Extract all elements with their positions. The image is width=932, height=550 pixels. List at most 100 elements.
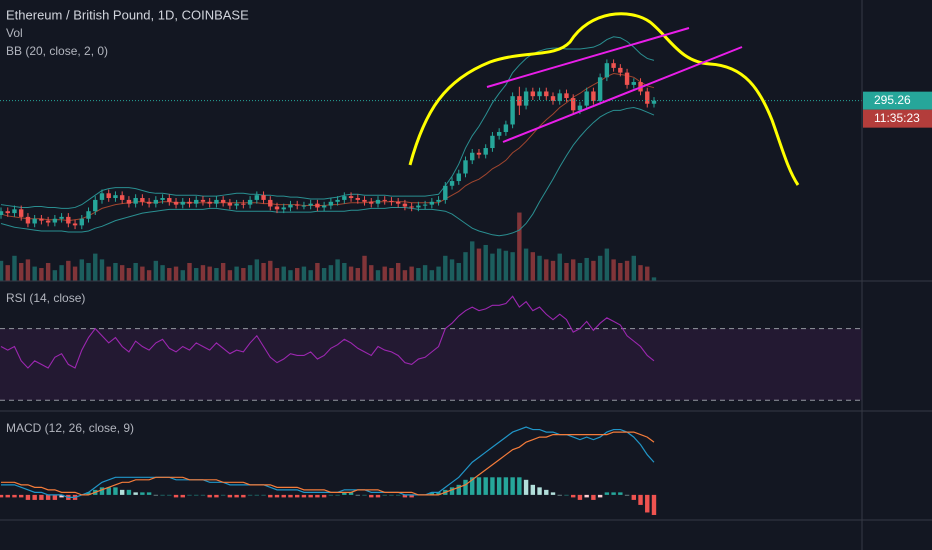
- volume-bar: [382, 266, 387, 281]
- volume-bar: [288, 270, 293, 281]
- macd-histogram-bar: [369, 494, 374, 498]
- volume-bar: [241, 268, 246, 281]
- candle-body: [597, 77, 603, 101]
- candle-body: [496, 132, 502, 136]
- candle-body: [328, 201, 334, 206]
- volume-bar: [200, 265, 206, 281]
- macd-histogram-bar: [247, 494, 253, 496]
- volume-bar: [517, 212, 522, 281]
- volume-bar: [321, 268, 327, 281]
- candle-body: [126, 199, 132, 204]
- macd-histogram-bar: [597, 494, 603, 498]
- volume-bar: [227, 270, 233, 281]
- macd-histogram-bar: [200, 494, 206, 496]
- macd-histogram-bar: [321, 494, 327, 498]
- candle-body: [470, 152, 475, 161]
- volume-legend: Vol: [6, 26, 23, 40]
- candle-body: [19, 209, 24, 217]
- volume-bar: [436, 266, 441, 281]
- channel-upper: [486, 27, 690, 88]
- volume-bar: [564, 262, 569, 281]
- candle-body: [443, 185, 448, 200]
- macd-histogram-bar: [544, 489, 549, 495]
- macd-histogram-bar: [463, 479, 468, 495]
- volume-bar: [5, 265, 10, 281]
- candle-body: [119, 195, 125, 200]
- candle-body: [220, 199, 226, 203]
- candle-body: [247, 199, 253, 205]
- volume-bar: [523, 248, 529, 281]
- volume-bar: [510, 252, 515, 281]
- volume-bar: [301, 266, 307, 281]
- candle-body: [537, 91, 542, 97]
- macd-histogram-bar: [281, 494, 286, 498]
- macd-histogram-bar: [99, 487, 105, 495]
- candle-body: [483, 148, 488, 155]
- volume-bar: [52, 270, 58, 281]
- macd-histogram-bar: [119, 489, 125, 495]
- macd-histogram-bar: [638, 494, 643, 505]
- candle-body: [133, 198, 138, 204]
- macd-histogram-bar: [140, 492, 145, 495]
- volume-bar: [375, 270, 381, 281]
- volume-bar: [342, 262, 347, 281]
- volume-bar: [173, 266, 179, 281]
- candle-body: [227, 202, 233, 206]
- macd-histogram-bar: [402, 494, 408, 498]
- candle-body: [274, 206, 280, 210]
- volume-bar: [72, 266, 78, 281]
- macd-histogram-bar: [550, 492, 556, 495]
- candle-body: [342, 196, 347, 200]
- volume-bar: [537, 255, 542, 281]
- macd-histogram-bar: [254, 494, 260, 496]
- volume-bar: [604, 248, 610, 281]
- candle-body: [624, 72, 630, 85]
- macd-histogram-bar: [59, 494, 64, 498]
- volume-bar: [389, 268, 394, 281]
- macd-histogram-bar: [409, 494, 414, 498]
- macd-histogram-bar: [436, 492, 441, 495]
- macd-histogram-bar: [19, 494, 24, 498]
- candle-body: [268, 199, 273, 207]
- candle-body: [564, 93, 569, 99]
- volume-bar: [550, 260, 556, 281]
- volume-bar: [234, 266, 239, 281]
- macd-histogram-bar: [375, 494, 381, 498]
- macd-histogram-bar: [268, 494, 273, 498]
- candle-body: [409, 206, 414, 208]
- volume-bar: [557, 253, 562, 281]
- macd-histogram-bar: [449, 487, 455, 495]
- macd-histogram-bar: [308, 494, 313, 498]
- volume-bar: [571, 259, 576, 281]
- candle-body: [254, 195, 260, 200]
- macd-histogram-bar: [382, 494, 387, 496]
- volume-bar: [45, 262, 51, 281]
- macd-histogram-bar: [126, 489, 132, 495]
- macd-histogram-bar: [12, 494, 17, 498]
- macd-histogram-bar: [227, 494, 233, 498]
- candle-body: [315, 203, 320, 208]
- candle-body: [99, 193, 105, 200]
- volume-bar: [409, 266, 414, 281]
- volume-bar: [328, 265, 334, 281]
- macd-histogram-bar: [355, 494, 360, 496]
- rsi-legend: RSI (14, close): [6, 291, 85, 305]
- volume-bar: [503, 250, 509, 281]
- candle-body: [571, 98, 576, 111]
- volume-bar: [0, 260, 4, 281]
- volume-bar: [597, 255, 603, 281]
- volume-bar: [281, 266, 286, 281]
- candle-body: [180, 201, 185, 205]
- macd-histogram-bar: [187, 494, 192, 496]
- candle-body: [207, 201, 212, 204]
- rsi-line: [0, 295, 655, 369]
- macd-histogram-bar: [631, 494, 636, 500]
- volume-bar: [295, 268, 300, 281]
- candle-body: [187, 201, 192, 204]
- bollinger-upper: [0, 36, 655, 209]
- macd-line: [1, 426, 655, 498]
- macd-histogram-bar: [0, 494, 4, 498]
- volume-bar: [645, 266, 650, 281]
- macd-histogram-bar: [483, 477, 488, 495]
